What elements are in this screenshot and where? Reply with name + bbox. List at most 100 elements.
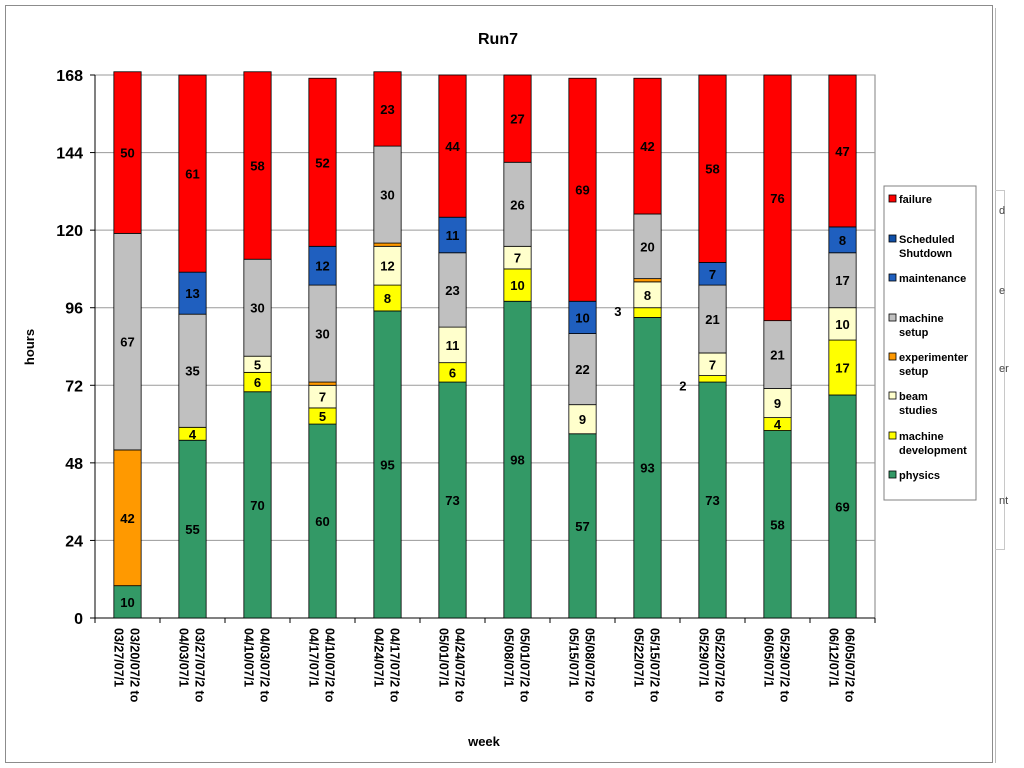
data-label: 6 [449, 365, 456, 380]
y-tick-label: 96 [65, 301, 83, 318]
x-tick-label: 05/29/07/2 to06/05/07/1 [762, 628, 792, 703]
bar-segment-machine-setup [178, 313, 207, 428]
data-label: 7 [319, 390, 326, 405]
legend-label: beam studies [899, 391, 938, 417]
data-label: 58 [770, 517, 784, 532]
background-text-fragment: d [999, 205, 1006, 217]
legend-label: machine setup [899, 313, 944, 339]
data-label: 9 [774, 396, 781, 411]
data-label: 47 [835, 144, 849, 159]
y-tick-label: 0 [74, 611, 83, 628]
bar-segment-machine-development [633, 307, 662, 318]
data-label: 52 [315, 155, 329, 170]
x-axis-label: week [467, 734, 501, 749]
data-label: 23 [445, 283, 459, 298]
bar-segment-experimenter-setup [373, 242, 402, 247]
legend-label: maintenance [899, 273, 966, 285]
bar-segment-beam-studies [438, 326, 467, 364]
y-tick-label: 168 [56, 68, 83, 85]
bar-segment-physics [243, 391, 272, 619]
data-label: 12 [380, 259, 394, 274]
bar-segment-machine-development [373, 284, 402, 312]
legend-label: machine development [899, 431, 967, 457]
bar-segment-machine-setup [828, 252, 857, 309]
background-slide-box [995, 190, 1005, 550]
bar-segment-beam-studies [373, 245, 402, 286]
bar-segment-machine-setup [763, 320, 792, 389]
data-label: 9 [579, 412, 586, 427]
data-label: 95 [380, 457, 394, 472]
bar-segment-experimenter-setup [633, 278, 662, 283]
data-label: 58 [250, 159, 264, 174]
bar-segment-physics [503, 300, 532, 619]
data-label: 57 [575, 519, 589, 534]
data-label: 61 [185, 167, 199, 182]
bar-segment-maintenance [438, 216, 467, 254]
data-label: 20 [640, 239, 654, 254]
y-tick-label: 144 [56, 146, 83, 163]
y-tick-label: 72 [65, 378, 83, 395]
x-tick-label: 06/05/07/2 to06/12/07/1 [827, 628, 857, 703]
bar-segment-physics [828, 394, 857, 619]
data-label: 17 [835, 361, 849, 376]
background-text-fragment: nt [999, 495, 1009, 507]
bar-segment-physics [373, 310, 402, 619]
data-label: 3 [614, 304, 621, 319]
data-label: 67 [120, 335, 134, 350]
bar-segment-machine-setup [308, 284, 337, 383]
bar-segment-physics [308, 423, 337, 619]
bar-segment-failure [113, 71, 142, 234]
legend: failure Scheduled Shutdown maintenance machi… [883, 185, 977, 501]
y-tick-label: 24 [65, 533, 83, 550]
x-tick-label: 04/10/07/2 to04/17/07/1 [307, 628, 337, 703]
data-label: 70 [250, 498, 264, 513]
bar-segment-failure [698, 74, 727, 263]
bar-segment-maintenance [828, 226, 857, 254]
bar-segment-beam-studies [633, 281, 662, 309]
data-label: 30 [315, 327, 329, 342]
data-label: 5 [254, 357, 261, 372]
y-axis-label: hours [22, 329, 37, 365]
x-tick-label: 05/22/07/2 to05/29/07/1 [697, 628, 727, 703]
data-label: 98 [510, 453, 524, 468]
data-label: 8 [384, 291, 391, 306]
data-label: 21 [770, 348, 784, 363]
x-tick-label: 03/20/07/2 to03/27/07/1 [112, 628, 142, 703]
legend-swatch [888, 391, 897, 400]
bar-segment-machine-setup [568, 333, 597, 406]
legend-swatch [888, 431, 897, 440]
legend-label: failure [899, 194, 932, 206]
data-label: 69 [835, 499, 849, 514]
y-tick-label: 48 [65, 456, 83, 473]
data-label: 8 [644, 288, 651, 303]
bar-segment-maintenance [178, 271, 207, 315]
bar-segment-physics [568, 433, 597, 619]
legend-swatch [888, 194, 897, 203]
data-label: 60 [315, 514, 329, 529]
data-label: 42 [640, 139, 654, 154]
bar-segment-failure [438, 74, 467, 218]
bar-segment-machine-setup [698, 284, 727, 354]
bar-segment-experimenter-setup [308, 381, 337, 386]
chart-title: Run7 [478, 31, 518, 48]
bar-segment-failure [568, 77, 597, 302]
y-tick-label: 120 [56, 223, 83, 240]
data-label: 69 [575, 183, 589, 198]
x-tick-label: 04/03/07/2 to04/10/07/1 [242, 628, 272, 703]
data-label: 30 [250, 301, 264, 316]
bar-segment-failure [373, 71, 402, 147]
data-label: 2 [679, 378, 686, 393]
data-label: 58 [705, 162, 719, 177]
data-label: 7 [709, 267, 716, 282]
data-label: 12 [315, 259, 329, 274]
plot-area [94, 74, 876, 619]
legend-box [883, 185, 977, 501]
x-tick-label: 04/24/07/2 to05/01/07/1 [437, 628, 467, 703]
data-label: 11 [446, 228, 460, 243]
data-label: 10 [575, 310, 589, 325]
bar-segment-physics [763, 430, 792, 619]
legend-swatch [888, 273, 897, 282]
data-label: 7 [514, 251, 521, 266]
data-label: 93 [640, 461, 654, 476]
